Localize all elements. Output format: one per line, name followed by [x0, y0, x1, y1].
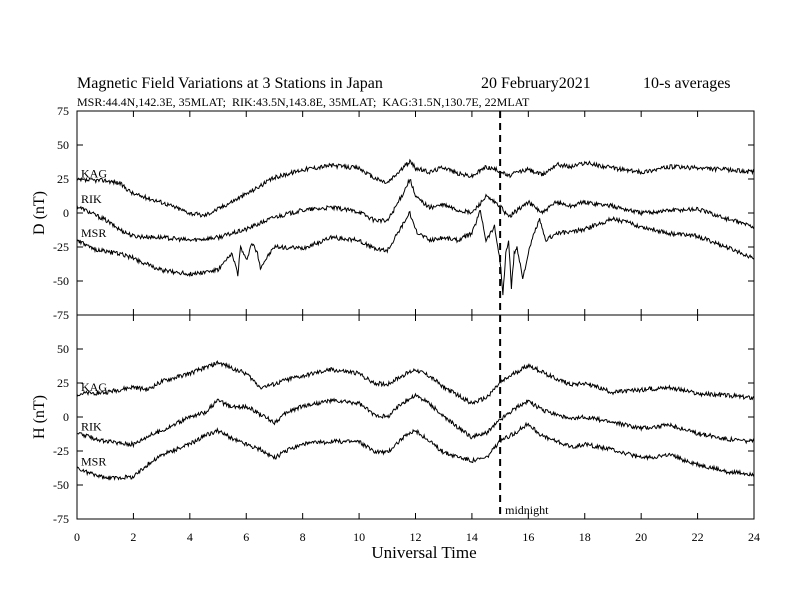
chart-date: 20 February2021: [481, 75, 591, 92]
d-ytick-label: -50: [53, 274, 69, 288]
h-ytick-label: 50: [57, 342, 69, 356]
d-ytick-label: 0: [63, 206, 69, 220]
h-ytick-label: -75: [53, 512, 69, 526]
x-tick-label: 12: [410, 530, 422, 544]
h-series-msr: [76, 421, 755, 481]
h-component-panel: -75 -50 -25 0 25 50 H (nT) KAG RIK MSR: [31, 314, 755, 526]
d-series-msr: [76, 210, 755, 296]
d-series-label-rik: RIK: [81, 192, 102, 206]
x-axis-label: Universal Time: [371, 543, 476, 562]
x-tick-label: 0: [74, 530, 80, 544]
d-ytick-label: 25: [57, 172, 69, 186]
midnight-label: midnight: [505, 503, 549, 517]
x-tick-label: 10: [353, 530, 365, 544]
d-y-axis-label: D (nT): [31, 191, 48, 235]
chart-title: Magnetic Field Variations at 3 Stations …: [77, 75, 383, 92]
x-tick-label: 6: [243, 530, 249, 544]
h-ytick-label: 25: [57, 376, 69, 390]
h-ytick-label: -50: [53, 478, 69, 492]
x-tick-label: 16: [522, 530, 534, 544]
h-series-label-rik: RIK: [81, 419, 102, 433]
d-series-rik: [76, 178, 755, 243]
h-series-label-msr: MSR: [81, 455, 106, 469]
h-ytick-label: -25: [53, 444, 69, 458]
chart-averaging: 10-s averages: [643, 75, 731, 92]
h-ytick-label: 0: [63, 410, 69, 424]
d-component-panel: -75 -50 -25 0 25 50 75 D (nT) KAG RIK MSR: [31, 104, 755, 322]
d-ytick-label: 50: [57, 138, 69, 152]
d-series-kag: [76, 158, 755, 218]
x-tick-label: 22: [692, 530, 704, 544]
h-y-axis-label: H (nT): [31, 395, 48, 439]
d-series-label-kag: KAG: [81, 166, 107, 180]
d-ytick-label: -75: [53, 308, 69, 322]
h-series-label-kag: KAG: [81, 380, 107, 394]
x-axis: 0 2 4 6 8 10 12 14 16 18 20 22 24: [74, 530, 760, 544]
x-tick-label: 24: [748, 530, 760, 544]
h-series-kag: [76, 360, 755, 405]
x-tick-label: 2: [130, 530, 136, 544]
h-series-rik: [76, 392, 755, 449]
x-tick-label: 8: [300, 530, 306, 544]
x-tick-label: 14: [466, 530, 478, 544]
x-tick-label: 4: [187, 530, 193, 544]
x-tick-label: 18: [579, 530, 591, 544]
x-tick-label: 20: [635, 530, 647, 544]
h-panel-frame: [76, 314, 755, 520]
d-ytick-label: -25: [53, 240, 69, 254]
d-ytick-label: 75: [57, 104, 69, 118]
stations-subtitle: MSR:44.4N,142.3E, 35MLAT; RIK:43.5N,143.…: [77, 95, 530, 109]
d-series-label-msr: MSR: [81, 226, 106, 240]
